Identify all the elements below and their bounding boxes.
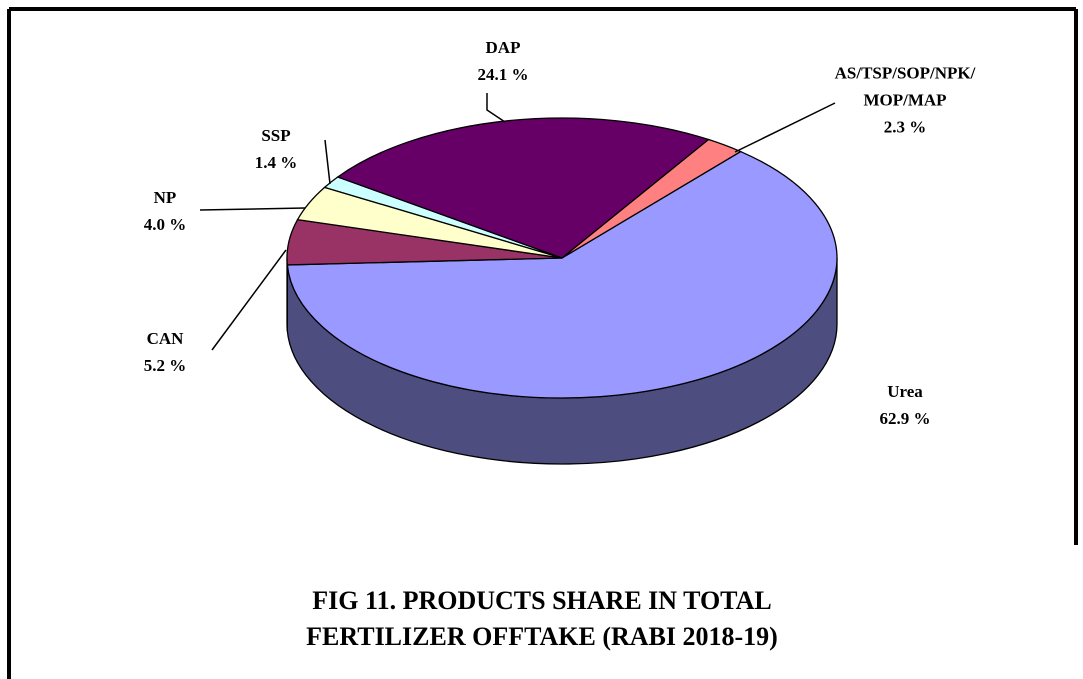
value-label: 24.1 %	[477, 65, 529, 84]
category-label: AS/TSP/SOP/NPK/ MOP/MAP	[834, 63, 976, 110]
category-label: CAN	[146, 329, 184, 348]
slice-label: DAP 24.1 %	[478, 34, 529, 88]
leader-line	[211, 249, 287, 351]
slice	[286, 150, 838, 399]
leader-line	[486, 93, 506, 123]
slice-label: Urea 62.9 %	[880, 378, 931, 432]
category-label: SSP	[261, 126, 291, 145]
category-label: Urea	[887, 382, 923, 401]
leader-line	[324, 139, 331, 185]
slice	[561, 138, 743, 259]
value-label: 4.0 %	[143, 215, 187, 234]
category-label: NP	[153, 188, 177, 207]
value-label: 5.2 %	[143, 356, 187, 375]
value-label: 1.4 %	[254, 153, 298, 172]
leader-line	[199, 207, 306, 211]
value-label: 62.9 %	[879, 409, 931, 428]
category-label: DAP	[485, 38, 521, 57]
slice	[336, 117, 710, 259]
value-label: 2.3 %	[883, 117, 927, 137]
slice-label: CAN 5.2 %	[144, 325, 187, 379]
slice-label: NP 4.0 %	[144, 184, 187, 238]
slice-label: SSP 1.4 %	[255, 122, 298, 176]
slice-label: AS/TSP/SOP/NPK/ MOP/MAP 2.3 %	[835, 60, 976, 141]
leader-line	[734, 102, 836, 153]
chart-title: FIG 11. PRODUCTS SHARE IN TOTAL FERTILIZ…	[306, 586, 778, 651]
